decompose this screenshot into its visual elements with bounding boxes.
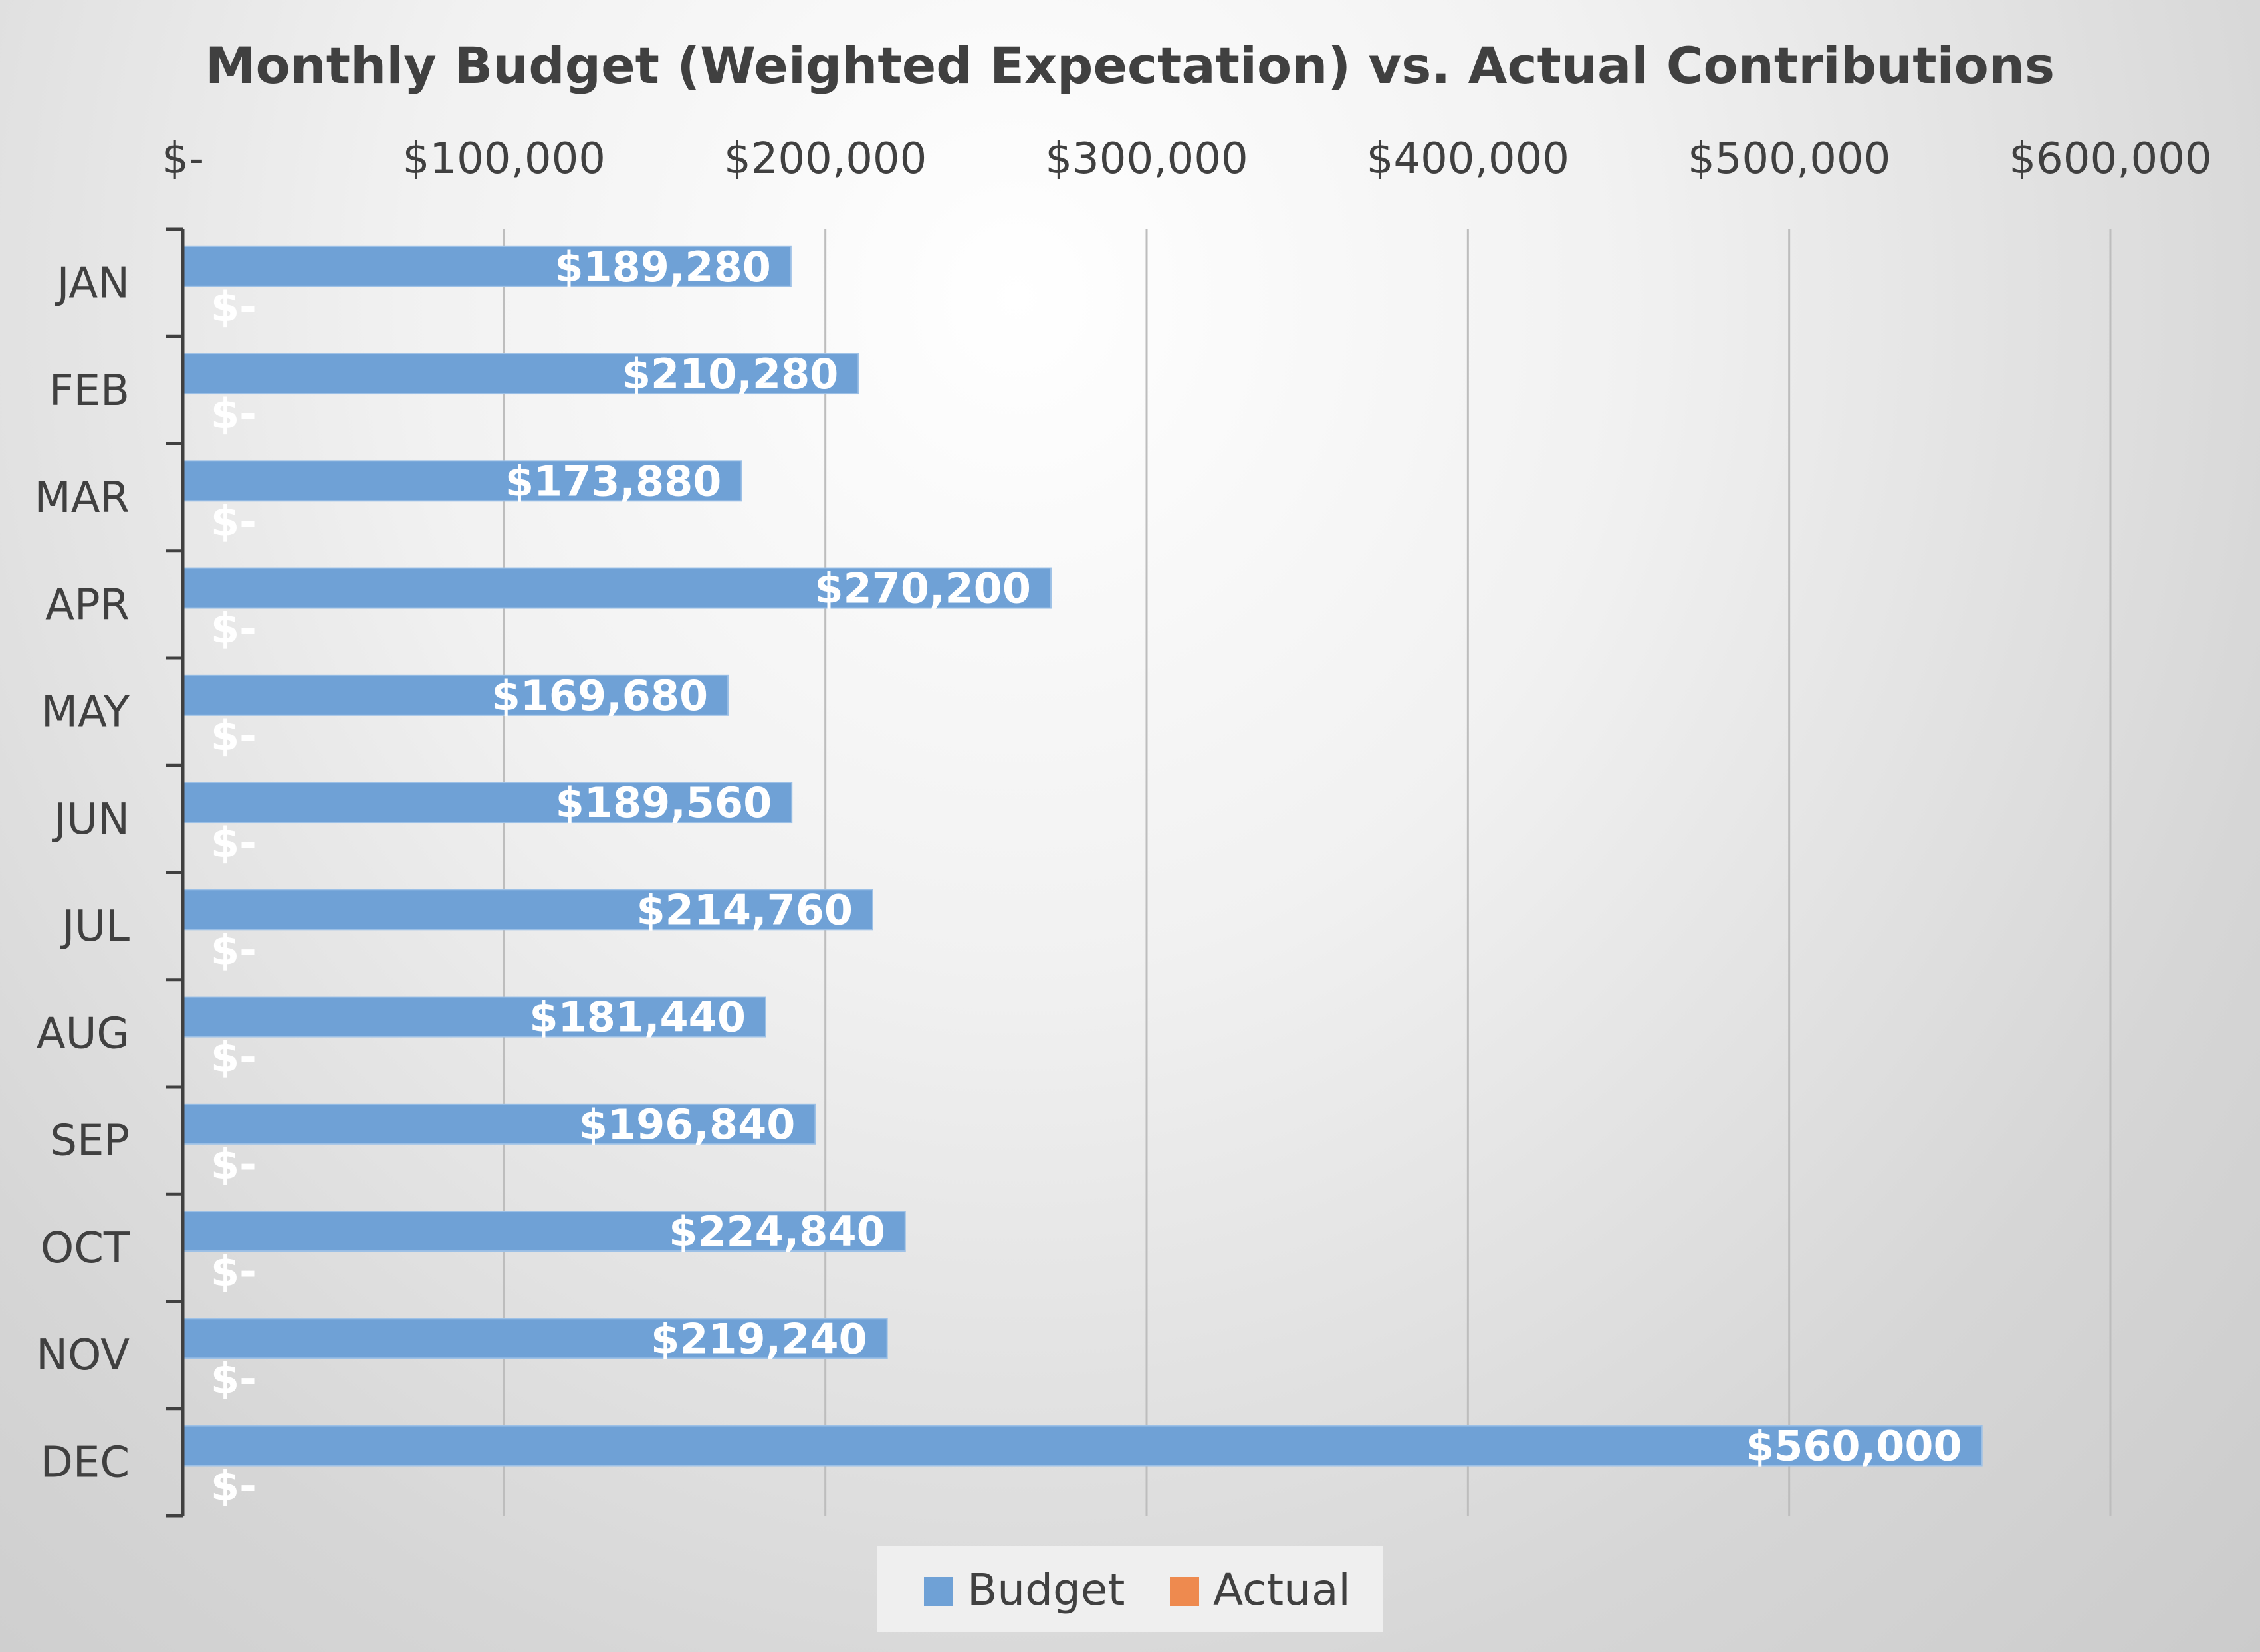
y-tick-label: FEB: [49, 366, 130, 415]
data-labels: $189,280 $- $210,280 $- $173,880 $- $270,200 $-…: [211, 243, 1962, 1510]
data-label-actual: $-: [211, 1354, 257, 1403]
data-label-budget: $189,560: [556, 778, 772, 827]
bar-budget: [182, 1211, 906, 1252]
data-label-actual: $-: [211, 283, 257, 331]
data-label-actual: $-: [211, 711, 257, 760]
y-tick-label: AUG: [37, 1009, 130, 1058]
x-tick-label: $500,000: [1688, 134, 1890, 183]
y-tick-label: DEC: [41, 1438, 130, 1487]
data-label-actual: $-: [211, 1247, 257, 1296]
data-label-budget: $173,880: [505, 457, 722, 505]
data-label-budget: $214,760: [636, 885, 853, 934]
bar-budget: [182, 889, 874, 931]
bar-budget: [182, 782, 793, 824]
bar-budget: [182, 245, 792, 287]
legend-swatch-actual: [1170, 1577, 1199, 1606]
data-label-budget: $196,840: [579, 1100, 796, 1149]
data-label-budget: $210,280: [622, 350, 839, 398]
legend-label-budget: Budget: [967, 1564, 1125, 1615]
data-label-budget: $270,200: [814, 564, 1031, 613]
data-label-budget: $189,280: [554, 243, 771, 291]
data-label-actual: $-: [211, 1140, 257, 1189]
x-axis: $- $100,000 $200,000 $300,000 $400,000 $500,0…: [162, 134, 2212, 183]
y-tick-label: MAR: [35, 473, 130, 523]
data-label-actual: $-: [211, 925, 257, 974]
y-tick-label: MAY: [41, 688, 130, 737]
x-tick-label: $300,000: [1045, 134, 1248, 183]
x-tick-label: $-: [162, 134, 204, 183]
bar-budget: [182, 460, 742, 502]
data-label-actual: $-: [211, 1462, 257, 1510]
x-tick-label: $400,000: [1367, 134, 1569, 183]
bar-budget: [182, 996, 766, 1038]
x-tick-label: $100,000: [403, 134, 606, 183]
y-tick-label: NOV: [36, 1331, 130, 1380]
x-tick-label: $200,000: [724, 134, 927, 183]
bar-budget: [182, 674, 729, 716]
legend-box: [877, 1546, 1383, 1632]
y-tick-label: APR: [45, 580, 130, 630]
data-label-actual: $-: [211, 818, 257, 867]
data-label-budget: $181,440: [529, 993, 746, 1042]
bar-budget: [182, 1103, 816, 1145]
bar-budget: [182, 1425, 1983, 1467]
y-tick-label: OCT: [41, 1224, 130, 1273]
data-label-budget: $224,840: [669, 1207, 885, 1256]
y-tick-label: SEP: [50, 1117, 130, 1166]
y-tick-label: JAN: [55, 259, 130, 308]
data-label-actual: $-: [211, 497, 257, 545]
x-tick-label: $600,000: [2009, 134, 2211, 183]
data-label-actual: $-: [211, 390, 257, 438]
bar-budget: [182, 567, 1052, 609]
y-tick-label: JUN: [51, 795, 130, 844]
bars: [182, 245, 1983, 1467]
data-label-budget: $560,000: [1746, 1422, 1962, 1471]
bar-budget: [182, 1318, 888, 1359]
legend-swatch-budget: [924, 1577, 953, 1606]
gridlines: [503, 229, 2112, 1516]
chart-title: Monthly Budget (Weighted Expectation) vs…: [205, 36, 2055, 95]
legend-label-actual: Actual: [1213, 1564, 1351, 1615]
data-label-actual: $-: [211, 604, 257, 653]
y-axis: JAN FEB MAR APR MAY JUN JUL AUG SEP OCT NOV DEC: [35, 227, 185, 1518]
data-label-actual: $-: [211, 1033, 257, 1082]
y-tick-label: JUL: [60, 902, 130, 951]
data-label-budget: $219,240: [651, 1314, 867, 1363]
data-label-budget: $169,680: [492, 671, 709, 720]
